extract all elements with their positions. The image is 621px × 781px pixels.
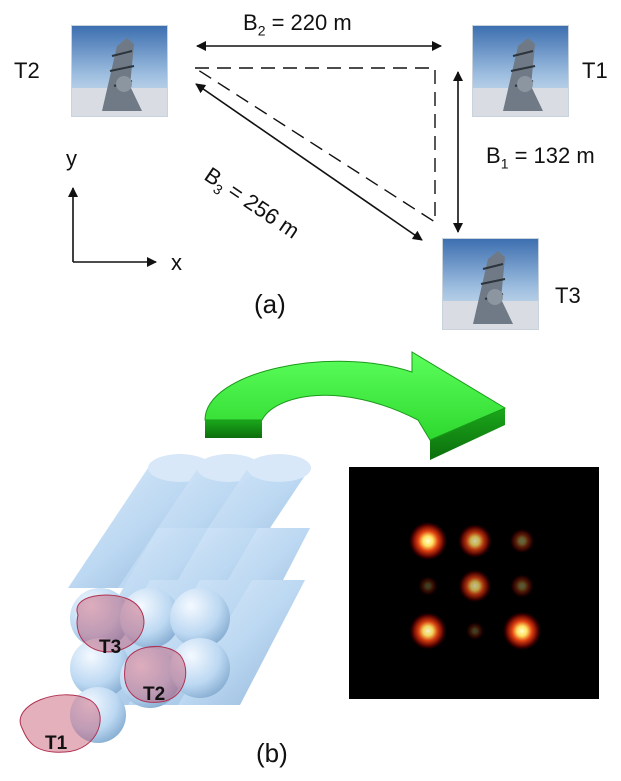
baseline-arrow-b3 bbox=[195, 83, 423, 241]
x-axis-label: x bbox=[171, 250, 182, 275]
psf-spot bbox=[509, 573, 535, 599]
telescope-image bbox=[473, 26, 568, 116]
panel-a-caption: (a) bbox=[254, 289, 286, 319]
baseline-label-b1: B1 = 132 m bbox=[486, 143, 595, 172]
fiber-label-t3: T3 bbox=[99, 637, 122, 658]
psf-spot bbox=[509, 528, 535, 554]
telescope-label-t1: T1 bbox=[582, 58, 608, 83]
baseline-label-b2: B2 = 220 m bbox=[243, 10, 352, 39]
fiber-bundle bbox=[19, 454, 311, 753]
fiber-label-t2: T2 bbox=[143, 684, 166, 705]
fiber-tubes bbox=[68, 454, 311, 743]
fiber-overlays bbox=[19, 594, 187, 753]
psf-spot bbox=[417, 575, 439, 597]
psf-spot bbox=[408, 611, 448, 651]
psf-spots bbox=[408, 521, 542, 651]
y-axis-label: y bbox=[66, 146, 77, 171]
psf-spot bbox=[457, 523, 493, 559]
telescope-label-t2: T2 bbox=[14, 58, 40, 83]
baseline-diagram bbox=[68, 41, 463, 267]
psf-spot bbox=[502, 611, 542, 651]
psf-spot bbox=[458, 569, 492, 603]
telescope-photo-t3 bbox=[442, 238, 539, 330]
psf-image bbox=[349, 467, 599, 699]
panel-b-caption: (b) bbox=[256, 738, 288, 768]
psf-spot bbox=[408, 521, 448, 561]
psf-spot bbox=[465, 621, 485, 641]
telescope-label-t3: T3 bbox=[555, 283, 581, 308]
telescope-photo-t2 bbox=[71, 25, 168, 117]
telescope-image bbox=[443, 239, 538, 329]
fiber-label-t1: T1 bbox=[45, 733, 68, 754]
telescope-image bbox=[72, 26, 167, 116]
telescope-photo-t1 bbox=[472, 25, 569, 117]
